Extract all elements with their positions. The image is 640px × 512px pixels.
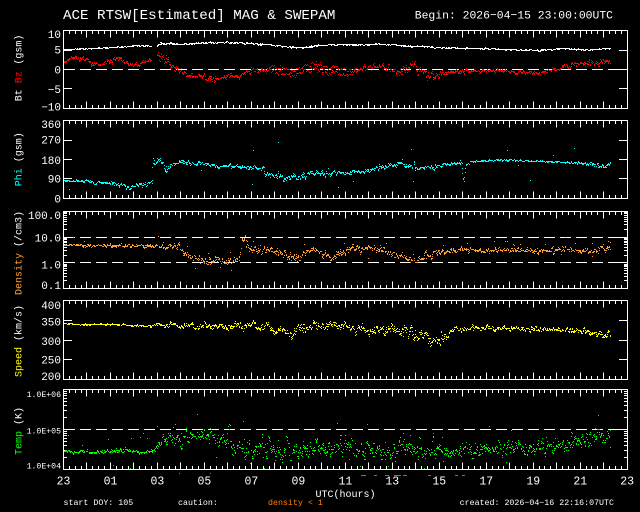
svg-text:200: 200 [41,372,61,384]
svg-text:Temp (K): Temp (K) [14,407,26,455]
svg-text:created: 2026−04−16 22:16:07UT: created: 2026−04−16 22:16:07UTC [460,498,614,508]
svg-text:Speed (km/s): Speed (km/s) [14,305,26,377]
svg-text:17: 17 [479,475,493,488]
svg-text:Begin: 2026−04−15 23:00:00UTC: Begin: 2026−04−15 23:00:00UTC [415,11,613,23]
svg-text:100.0: 100.0 [28,211,61,223]
svg-text:1.0: 1.0 [41,260,61,272]
svg-text:05: 05 [198,475,212,488]
svg-text:15: 15 [432,475,446,488]
svg-text:Phi (gsm): Phi (gsm) [14,132,26,186]
svg-text:180: 180 [41,156,61,168]
svg-text:10: 10 [48,30,61,42]
svg-text:23: 23 [57,475,71,488]
svg-text:−10: −10 [41,102,61,114]
svg-text:caution:: caution: [178,498,218,508]
svg-text:350: 350 [41,317,61,329]
svg-text:density < 1: density < 1 [268,498,323,508]
svg-text:Bt: Bt [15,89,26,101]
svg-text:start DOY: 105: start DOY: 105 [64,499,134,508]
svg-text:09: 09 [291,475,305,488]
svg-text:UTC(hours): UTC(hours) [315,489,375,501]
svg-text:03: 03 [151,475,165,488]
svg-text:07: 07 [244,475,258,488]
svg-text:13: 13 [385,475,399,488]
svg-text:01: 01 [104,475,118,488]
svg-text:360: 360 [41,120,61,132]
svg-text:270: 270 [41,135,61,147]
svg-text:250: 250 [41,355,61,367]
svg-text:1.0E+05: 1.0E+05 [27,427,61,436]
svg-text:23: 23 [620,475,634,488]
svg-text:Bz: Bz [15,71,26,83]
svg-text:10.0: 10.0 [35,233,61,245]
svg-text:0: 0 [54,194,61,206]
svg-text:1.0E+06: 1.0E+06 [27,391,61,400]
svg-text:90: 90 [48,174,61,186]
svg-text:0.1: 0.1 [41,281,61,293]
svg-text:(gsm): (gsm) [14,35,26,65]
svg-text:19: 19 [526,475,540,488]
svg-text:1.0E+04: 1.0E+04 [27,462,61,471]
svg-text:−5: −5 [48,85,61,97]
svg-text:Density (/cm3): Density (/cm3) [14,211,26,295]
svg-text:ACE RTSW[Estimated] MAG & SWEP: ACE RTSW[Estimated] MAG & SWEPAM [63,8,335,24]
svg-text:400: 400 [41,301,61,313]
svg-text:21: 21 [573,475,587,488]
svg-text:0: 0 [54,65,61,77]
svg-text:5: 5 [54,45,61,57]
svg-text:300: 300 [41,337,61,349]
svg-text:11: 11 [338,475,352,488]
